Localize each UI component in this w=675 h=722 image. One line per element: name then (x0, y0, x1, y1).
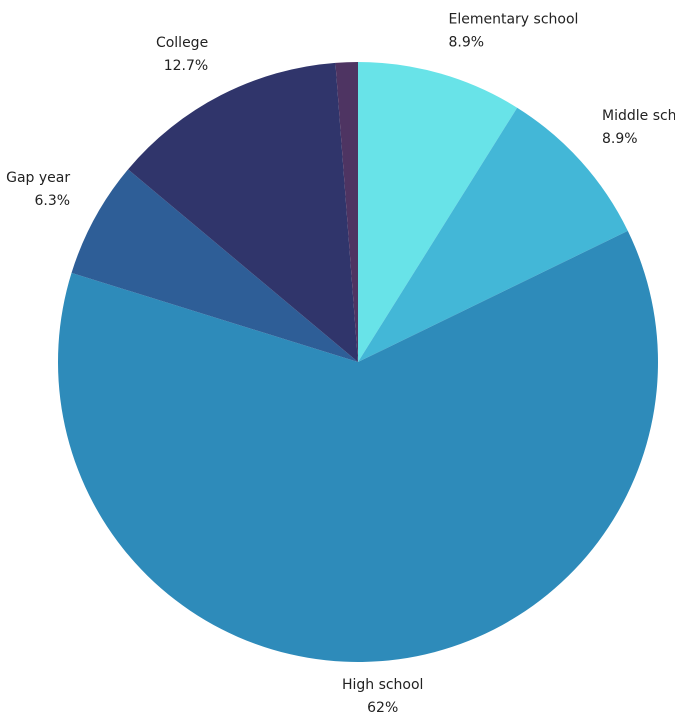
slice-value-middle-school: 8.9% (602, 131, 638, 147)
slice-label-high-school: High school (342, 677, 424, 693)
pie-slice-gap-year (71, 169, 358, 362)
slice-value-gap-year: 6.3% (35, 193, 71, 209)
slice-label-middle-school: Middle school (602, 108, 675, 124)
slice-label-elementary-school: Elementary school (449, 12, 579, 28)
slice-value-elementary-school: 8.9% (449, 35, 485, 51)
pie-labels: Elementary school 8.9% Middle school 8.9% Hi… (6, 12, 675, 716)
pie-slice-elementary-school (358, 62, 518, 362)
pie-slices (57, 61, 658, 663)
pie-slice-middle-school (358, 107, 628, 362)
pie-slice-high-school (57, 230, 658, 663)
slice-value-college: 12.7% (164, 58, 208, 74)
slice-label-gap-year: Gap year (6, 170, 70, 186)
pie-slice-unlabeled-5 (335, 61, 358, 362)
slice-label-college: College (156, 35, 208, 51)
pie-slice-college (128, 62, 358, 362)
slice-value-high-school: 62% (367, 700, 398, 716)
